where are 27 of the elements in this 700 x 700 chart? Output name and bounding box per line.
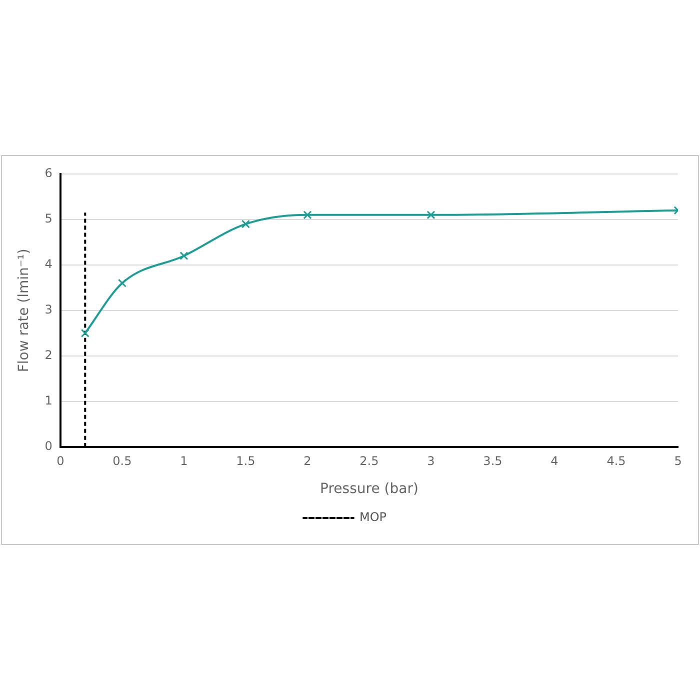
x-tick-label: 5 <box>674 454 682 468</box>
y-tick-label: 5 <box>44 212 52 226</box>
y-tick-label: 3 <box>44 302 52 317</box>
x-tick-label: 1.5 <box>236 454 256 468</box>
y-tick-label: 6 <box>44 166 52 180</box>
y-tick-label: 0 <box>44 438 52 453</box>
point <box>180 252 188 260</box>
legend-label: MOP <box>359 510 387 524</box>
x-tick-label: 4 <box>550 454 558 468</box>
y-tick-label: 4 <box>44 257 52 272</box>
point <box>426 210 436 220</box>
x-tick-label: 4.5 <box>606 454 626 468</box>
y-tick-label: 1 <box>44 393 52 408</box>
x-tick-label: 0 <box>56 454 64 468</box>
point <box>241 220 250 228</box>
x-axis-title: Pressure (bar) <box>320 481 418 498</box>
y-tick-label: 2 <box>44 348 52 362</box>
x-tick-label: 2.5 <box>360 454 379 468</box>
point <box>303 210 312 220</box>
point <box>118 278 126 288</box>
point <box>80 328 90 338</box>
x-tick-label: 3.5 <box>483 454 502 468</box>
x-tick-label: 2 <box>304 454 312 468</box>
x-tick-label: 0.5 <box>112 454 132 468</box>
x-tick-label: 1 <box>180 454 188 468</box>
y-axis-title: Flow rate (lmin⁻¹) <box>16 248 32 372</box>
x-tick-label: 3 <box>427 454 435 468</box>
